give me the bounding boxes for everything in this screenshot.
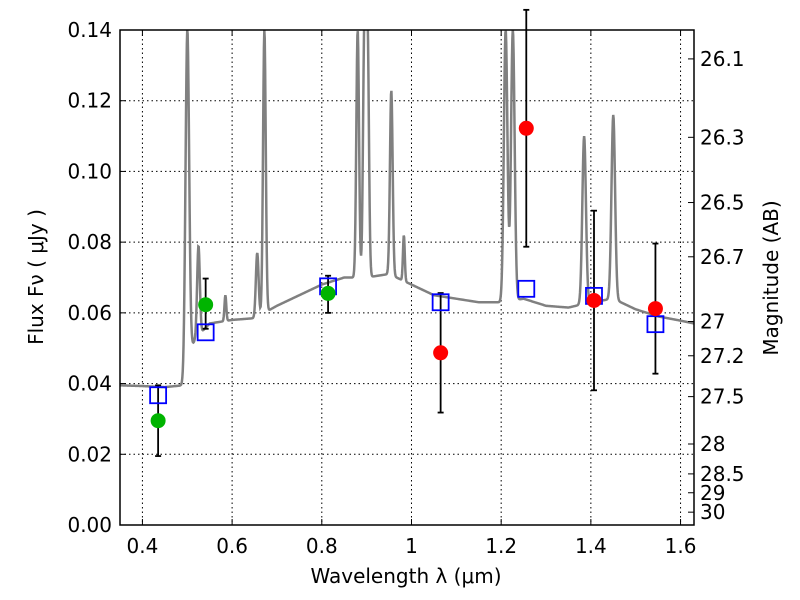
y-tick-label: 0.00 (67, 513, 112, 537)
y-tick-label: 0.04 (67, 372, 112, 396)
mag-tick-label: 26.1 (700, 47, 745, 71)
x-tick-label: 0.4 (127, 534, 159, 558)
x-tick-label: 0.8 (306, 534, 338, 558)
data-markers (149, 120, 665, 429)
mag-tick-label: 26.5 (700, 191, 745, 215)
y2-axis-label: Magnitude (AB) (759, 200, 783, 355)
y-tick-label: 0.12 (67, 89, 112, 113)
mag-tick-label: 29 (700, 481, 725, 505)
mag-tick-label: 26.7 (700, 245, 745, 269)
y-axis-label: Flux Fν ( μJy ) (24, 209, 48, 345)
x-tick-label: 1.2 (485, 534, 517, 558)
observed-flux-point (647, 301, 663, 317)
observed-flux-point (586, 292, 602, 308)
y-tick-label: 0.08 (67, 230, 112, 254)
mag-tick-label: 27.2 (700, 344, 745, 368)
x-tick-label: 1.6 (665, 534, 697, 558)
model-flux-square (431, 293, 450, 312)
mag-tick-label: 26.3 (700, 125, 745, 149)
x-tick-label: 1 (405, 534, 418, 558)
x-tick-label: 1.4 (575, 534, 607, 558)
mag-tick-label: 27.5 (700, 385, 745, 409)
observed-flux-point (433, 345, 449, 361)
axis-ticks: 0.4 0.6 0.8 1 1.2 1.4 1.6 0.00 0.02 0.04 0.06 0.08 0… (67, 18, 744, 558)
observed-flux-point (320, 285, 336, 301)
observed-flux-point (198, 297, 214, 313)
y-tick-label: 0.06 (67, 301, 112, 325)
mag-tick-label: 28 (700, 432, 725, 456)
observed-flux-point (150, 413, 166, 429)
model-flux-square (196, 323, 215, 342)
y-tick-label: 0.02 (67, 442, 112, 466)
mag-tick-label: 27 (700, 310, 725, 334)
model-flux-square (646, 315, 665, 334)
observed-flux-point (518, 120, 534, 136)
x-tick-label: 0.6 (216, 534, 248, 558)
model-flux-square (149, 386, 168, 405)
x-axis-label: Wavelength λ (μm) (310, 564, 501, 588)
plot-frame (119, 29, 695, 526)
y-tick-label: 0.10 (67, 159, 112, 183)
mag-tick-label: 30 (700, 500, 725, 524)
y-tick-label: 0.14 (67, 18, 112, 42)
mag-tick-label: 28.5 (700, 462, 745, 486)
model-flux-square (517, 279, 536, 298)
sed-model-spectrum (120, 30, 694, 389)
